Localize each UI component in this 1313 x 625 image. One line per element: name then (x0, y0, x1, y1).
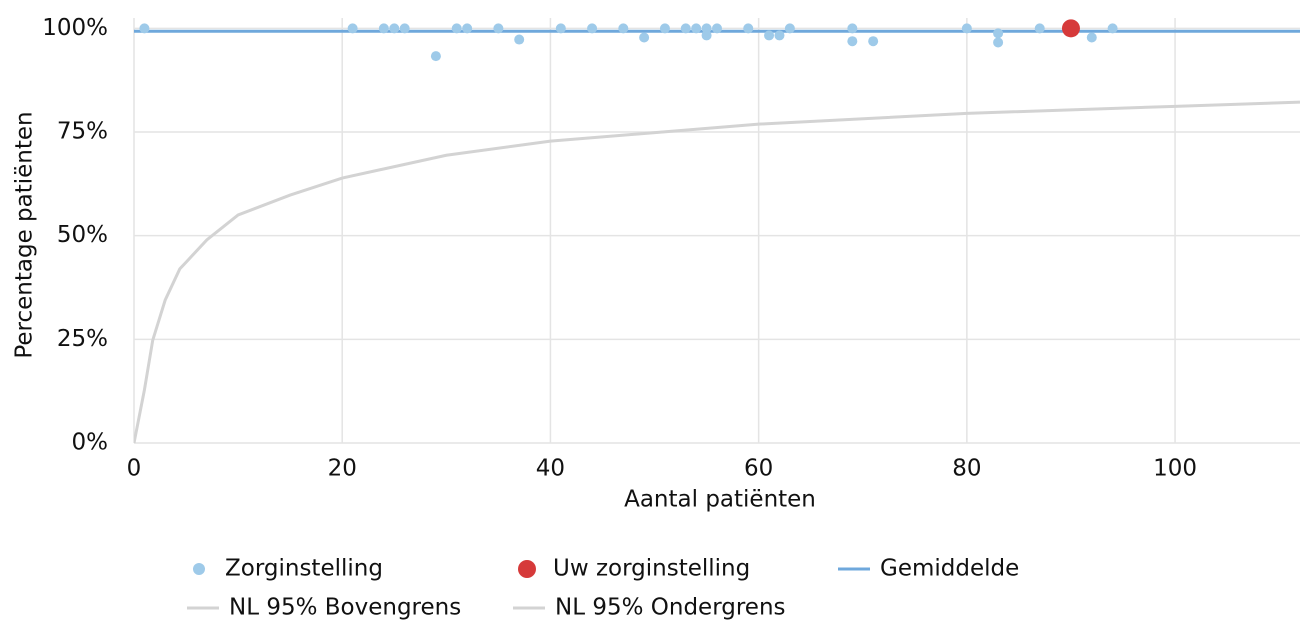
x-tick-label: 80 (952, 456, 981, 482)
data-point (555, 23, 566, 34)
y-axis-title: Percentage patiënten (12, 111, 38, 358)
legend-swatch (193, 563, 205, 575)
data-point (1061, 19, 1080, 38)
x-axis-title: Aantal patiënten (624, 487, 816, 513)
y-tick-label: 0% (72, 430, 109, 456)
legend-label: Uw zorginstelling (553, 556, 750, 582)
x-tick-label: 40 (536, 456, 565, 482)
data-point (701, 23, 712, 34)
data-point (743, 23, 754, 34)
data-point (347, 23, 358, 34)
data-point (1107, 23, 1118, 34)
data-point (774, 30, 785, 41)
data-point (993, 28, 1004, 39)
data-point (139, 23, 150, 34)
data-point (378, 23, 389, 34)
data-point (493, 23, 504, 34)
data-point (399, 23, 410, 34)
data-point (462, 23, 473, 34)
plot-area (134, 29, 1300, 444)
data-point (430, 51, 441, 62)
data-point (847, 23, 858, 34)
legend-label: Zorginstelling (225, 556, 383, 582)
data-point (639, 32, 650, 43)
data-point (618, 23, 629, 34)
data-point (680, 23, 691, 34)
x-tick-label: 0 (127, 456, 142, 482)
data-point (784, 23, 795, 34)
legend-label: NL 95% Ondergrens (555, 595, 786, 621)
data-point (1034, 23, 1045, 34)
data-point (691, 23, 702, 34)
y-tick-label: 75% (57, 119, 108, 145)
data-point (961, 23, 972, 34)
x-tick-label: 100 (1153, 456, 1197, 482)
data-point (659, 23, 670, 34)
series-line (134, 100, 1300, 444)
data-point (389, 23, 400, 34)
data-point (587, 23, 598, 34)
data-point (764, 30, 775, 41)
y-tick-label: 100% (42, 15, 108, 41)
x-tick-label: 20 (328, 456, 357, 482)
data-point (701, 30, 712, 41)
legend-swatch (518, 560, 536, 578)
legend-label: Gemiddelde (880, 556, 1019, 582)
data-point (514, 34, 525, 45)
legend-label: NL 95% Bovengrens (229, 595, 461, 621)
data-point (1086, 32, 1097, 43)
data-point (847, 36, 858, 47)
data-point (993, 37, 1004, 48)
y-tick-label: 50% (57, 222, 108, 248)
data-point (451, 23, 462, 34)
data-point (868, 36, 879, 47)
y-tick-label: 25% (57, 326, 108, 352)
data-point (712, 23, 722, 34)
x-tick-label: 60 (744, 456, 773, 482)
